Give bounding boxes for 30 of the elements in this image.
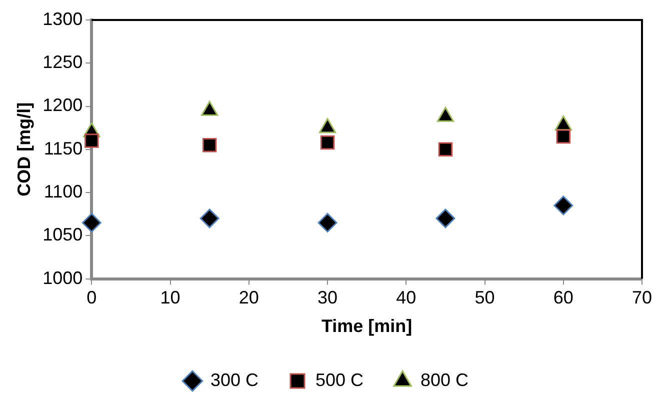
x-tick-label: 70 bbox=[632, 288, 652, 308]
y-tick-label: 1200 bbox=[42, 95, 83, 116]
point bbox=[554, 196, 574, 216]
y-tick-label: 1100 bbox=[44, 182, 83, 202]
x-tick-label: 40 bbox=[396, 288, 416, 308]
point bbox=[202, 138, 217, 152]
y-tick-label: 1150 bbox=[44, 138, 83, 158]
x-tick-label: 60 bbox=[553, 288, 574, 308]
x-tick-label: 20 bbox=[238, 288, 259, 308]
point bbox=[318, 118, 336, 134]
legend-label: 800 C bbox=[420, 370, 469, 390]
point bbox=[554, 115, 572, 130]
point bbox=[201, 100, 218, 116]
point bbox=[82, 212, 102, 232]
y-tick-label: 1250 bbox=[42, 52, 83, 72]
x-tick-label: 10 bbox=[160, 288, 180, 308]
x-tick-label: 50 bbox=[474, 288, 495, 308]
y-tick-label: 1050 bbox=[42, 224, 83, 245]
x-tick-label: 0 bbox=[86, 288, 97, 308]
point bbox=[436, 208, 456, 228]
x-tick-label: 30 bbox=[317, 288, 338, 308]
y-axis-title: COD [mg/l] bbox=[14, 102, 34, 196]
y-tick-label: 1000 bbox=[42, 268, 83, 288]
point bbox=[200, 208, 220, 228]
point bbox=[318, 212, 338, 232]
y-tick-label: 1300 bbox=[42, 8, 83, 29]
legend-label: 300 C bbox=[210, 370, 258, 390]
x-axis-title: Time [min] bbox=[321, 316, 412, 336]
point bbox=[436, 106, 454, 122]
legend-label: 500 C bbox=[315, 370, 364, 390]
